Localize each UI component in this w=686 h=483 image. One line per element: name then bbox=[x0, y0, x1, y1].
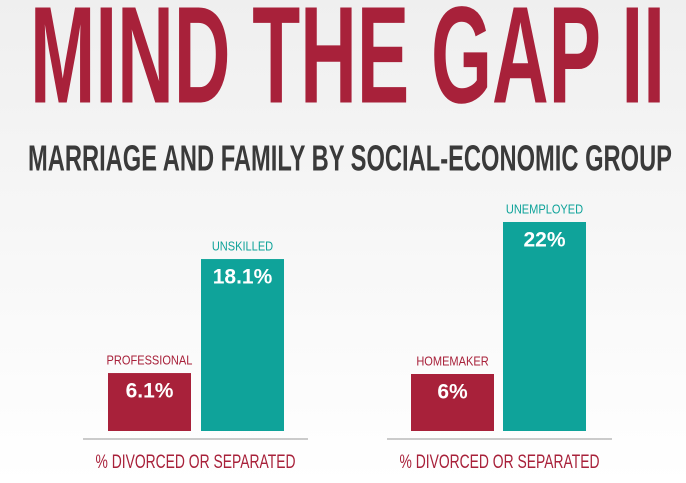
value-label: 6.1% bbox=[126, 380, 174, 403]
value-label: 18.1% bbox=[213, 266, 273, 289]
title: MIND THE GAP II bbox=[30, 0, 665, 132]
subtitle: MARRIAGE AND FAMILY BY SOCIAL-ECONOMIC G… bbox=[28, 138, 672, 179]
category-label: HOMEMAKER bbox=[416, 354, 489, 369]
value-label: 6% bbox=[437, 381, 468, 404]
bar bbox=[108, 373, 191, 431]
category-label: PROFESSIONAL bbox=[107, 353, 193, 368]
category-label: UNEMPLOYED bbox=[506, 202, 584, 217]
x-axis-label: % DIVORCED OR SEPARATED bbox=[96, 452, 296, 473]
value-label: 22% bbox=[523, 229, 565, 252]
bar bbox=[503, 222, 586, 431]
x-axis-label: % DIVORCED OR SEPARATED bbox=[400, 452, 600, 473]
category-label: UNSKILLED bbox=[212, 239, 274, 254]
bar bbox=[201, 259, 284, 431]
bar bbox=[411, 374, 494, 431]
